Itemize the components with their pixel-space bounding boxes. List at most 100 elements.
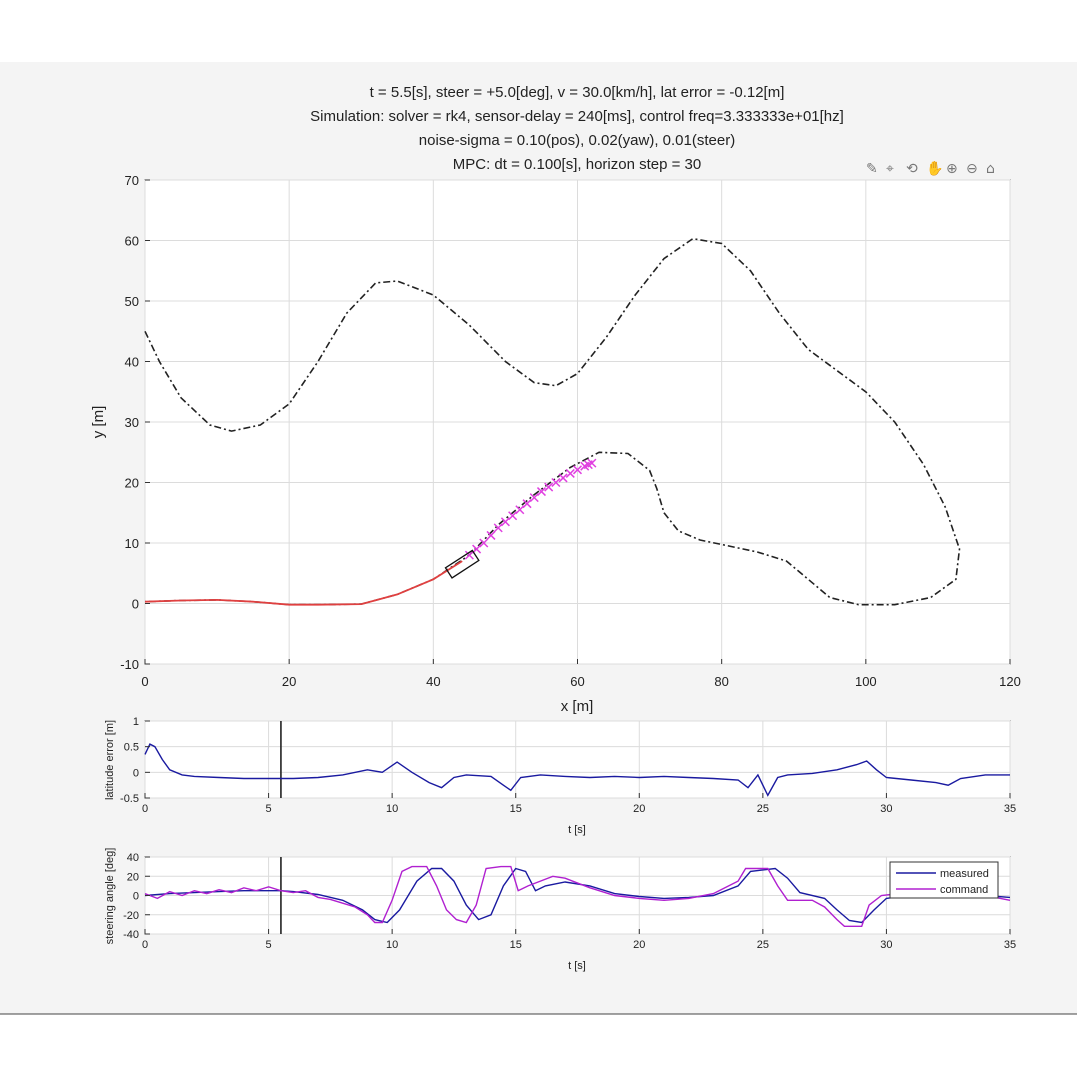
prediction-marker bbox=[479, 538, 489, 548]
ytick-label: -10 bbox=[120, 657, 139, 672]
lat-error-series bbox=[144, 721, 1010, 798]
title-line-3: noise-sigma = 0.10(pos), 0.02(yaw), 0.01… bbox=[419, 132, 735, 149]
zoom-out-icon[interactable]: ⊖ bbox=[966, 161, 978, 177]
xtick-label: 30 bbox=[880, 803, 892, 815]
vehicle-trajectory-line bbox=[144, 560, 463, 606]
ytick-label: 0.5 bbox=[124, 742, 139, 754]
ytick-label: -20 bbox=[123, 910, 139, 922]
xtick-label: 60 bbox=[570, 674, 584, 689]
ytick-label: -0.5 bbox=[120, 793, 139, 805]
xtick-label: 35 bbox=[1004, 939, 1016, 951]
xtick-label: 120 bbox=[999, 674, 1021, 689]
prediction-marker bbox=[464, 550, 474, 560]
home-icon[interactable]: ⌂ bbox=[986, 161, 995, 177]
legend-measured-label: measured bbox=[940, 868, 989, 880]
prediction-marker bbox=[551, 477, 561, 488]
prediction-marker bbox=[583, 460, 593, 470]
prediction-marker bbox=[565, 468, 575, 478]
steering-ylabel: steering angle [deg] bbox=[104, 848, 116, 945]
reference-path-line bbox=[144, 237, 961, 606]
steering-legend: measured command bbox=[889, 861, 999, 899]
xtick-label: 25 bbox=[757, 939, 769, 951]
title-line-2: Simulation: solver = rk4, sensor-delay =… bbox=[310, 108, 844, 125]
prediction-marker bbox=[558, 473, 568, 483]
prediction-marker bbox=[544, 482, 554, 492]
xtick-label: 15 bbox=[510, 803, 522, 815]
measured-series-line bbox=[144, 867, 1011, 924]
axes-toolbar: ✎ ⌖ ⟲ ✋ ⊕ ⊖ ⌂ bbox=[866, 160, 995, 177]
xtick-label: 5 bbox=[266, 939, 272, 951]
lat-error-plot: 0 5 10 15 20 25 30 35-0.500.51 t [s] latitude e… bbox=[104, 716, 1016, 836]
ytick-label: 20 bbox=[127, 871, 139, 883]
xtick-label: 100 bbox=[855, 674, 877, 689]
prediction-marker bbox=[529, 493, 539, 503]
prediction-marker bbox=[515, 505, 525, 515]
path-plot-series bbox=[144, 237, 961, 606]
xtick-label: 35 bbox=[1004, 803, 1016, 815]
lat-error-ticks: 0 5 10 15 20 25 30 35-0.500.51 bbox=[120, 716, 1016, 815]
datatip-icon[interactable]: ⌖ bbox=[886, 161, 894, 177]
ytick-label: 60 bbox=[125, 234, 139, 249]
vehicle-box bbox=[444, 549, 480, 579]
prediction-marker bbox=[493, 523, 503, 533]
xtick-label: 0 bbox=[142, 939, 148, 951]
xtick-label: 10 bbox=[386, 939, 398, 951]
xtick-label: 15 bbox=[510, 939, 522, 951]
xtick-label: 25 bbox=[757, 803, 769, 815]
prediction-marker bbox=[486, 530, 496, 540]
pan-icon[interactable]: ✋ bbox=[926, 160, 943, 177]
top-margin bbox=[0, 0, 1077, 62]
lat-error-series-line bbox=[144, 743, 1010, 797]
lat-error-grid bbox=[144, 720, 1011, 799]
steering-ticks: 0 5 10 15 20 25 30 35 -40 -20 0 20 40 bbox=[123, 852, 1016, 951]
figure-title: t = 5.5[s], steer = +5.0[deg], v = 30.0[… bbox=[310, 84, 844, 173]
ytick-label: -40 bbox=[123, 929, 139, 941]
xtick-label: 80 bbox=[714, 674, 728, 689]
lat-error-xlabel: t [s] bbox=[568, 824, 586, 836]
ytick-label: 1 bbox=[133, 716, 139, 728]
xtick-label: 5 bbox=[266, 803, 272, 815]
lat-error-ylabel: latitude error [m] bbox=[104, 720, 116, 800]
steering-xlabel: t [s] bbox=[568, 960, 586, 972]
brush-icon[interactable]: ✎ bbox=[866, 161, 878, 177]
ytick-label: 10 bbox=[125, 536, 139, 551]
xtick-label: 20 bbox=[633, 803, 645, 815]
xtick-label: 30 bbox=[880, 939, 892, 951]
lat-error-axes bbox=[144, 720, 1011, 799]
legend-box bbox=[889, 861, 999, 899]
ytick-label: 40 bbox=[127, 852, 139, 864]
steering-plot: 0 5 10 15 20 25 30 35 -40 -20 0 20 40 t [s] steering… bbox=[104, 848, 1016, 972]
ytick-label: 50 bbox=[125, 294, 139, 309]
path-plot-ylabel: y [m] bbox=[90, 406, 107, 439]
ytick-label: 0 bbox=[133, 891, 139, 903]
xtick-label: 0 bbox=[142, 803, 148, 815]
steering-grid bbox=[144, 856, 1011, 935]
command-series-line bbox=[144, 865, 1011, 927]
prediction-marker bbox=[500, 517, 510, 527]
prediction-marker bbox=[522, 499, 532, 509]
ytick-label: 30 bbox=[125, 415, 139, 430]
rotate-icon[interactable]: ⟲ bbox=[906, 161, 918, 177]
ytick-label: 20 bbox=[125, 476, 139, 491]
ytick-label: 0 bbox=[132, 597, 139, 612]
xtick-label: 10 bbox=[386, 803, 398, 815]
prediction-marker bbox=[536, 487, 546, 497]
zoom-in-icon[interactable]: ⊕ bbox=[946, 161, 958, 177]
ytick-label: 0 bbox=[133, 767, 139, 779]
legend-command-label: command bbox=[940, 884, 988, 896]
xtick-label: 20 bbox=[633, 939, 645, 951]
xtick-label: 20 bbox=[282, 674, 296, 689]
title-line-4: MPC: dt = 0.100[s], horizon step = 30 bbox=[453, 156, 701, 173]
prediction-marker bbox=[508, 511, 518, 521]
prediction-marker bbox=[572, 465, 583, 475]
xtick-label: 0 bbox=[141, 674, 148, 689]
ytick-label: 70 bbox=[125, 173, 139, 188]
steering-series bbox=[144, 857, 1011, 934]
path-plot-xlabel: x [m] bbox=[561, 698, 594, 715]
xtick-label: 40 bbox=[426, 674, 440, 689]
title-line-1: t = 5.5[s], steer = +5.0[deg], v = 30.0[… bbox=[370, 84, 785, 101]
ytick-label: 40 bbox=[125, 355, 139, 370]
